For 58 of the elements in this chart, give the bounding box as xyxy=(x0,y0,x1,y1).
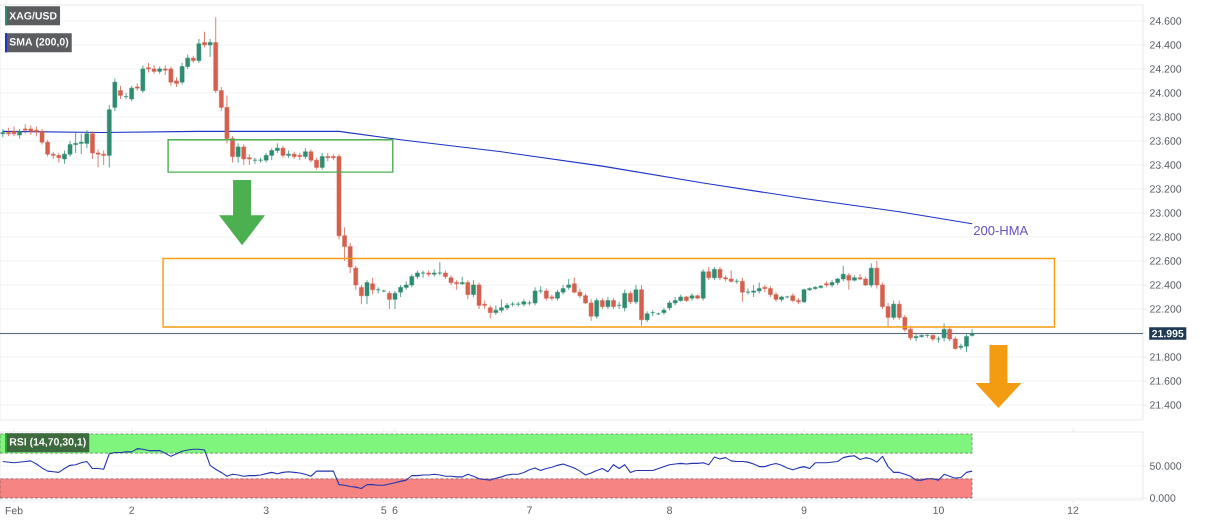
candlestick xyxy=(605,296,611,310)
y-tick-label: 50.000 xyxy=(1149,462,1182,470)
candlestick xyxy=(650,309,656,317)
candlestick xyxy=(740,277,745,303)
series-label: 200-HMA xyxy=(973,225,1029,236)
candlestick xyxy=(359,284,364,305)
candlestick xyxy=(689,292,695,301)
annotation: SMA (200,0) xyxy=(9,37,69,48)
y-tick-label: 23.000 xyxy=(1150,209,1182,217)
candlestick xyxy=(202,31,207,48)
candlestick xyxy=(364,279,370,305)
ref-line-label: 21.995 xyxy=(1152,329,1184,338)
candlestick xyxy=(941,322,947,342)
candlestick xyxy=(465,279,471,300)
y-tick-label: 24.000 xyxy=(1150,89,1182,97)
candlestick xyxy=(140,64,146,94)
x-tick-label: 2 xyxy=(129,506,135,514)
y-tick-label: 21.400 xyxy=(1150,401,1182,409)
y-tick-label: 23.800 xyxy=(1150,113,1182,121)
candlestick xyxy=(661,307,667,316)
candlestick xyxy=(235,142,241,163)
y-tick-label: 24.600 xyxy=(1150,17,1182,25)
y-tick-label: 23.600 xyxy=(1150,137,1182,145)
y-tick-label: 21.600 xyxy=(1150,377,1182,385)
candlestick xyxy=(375,286,381,294)
y-tick-label: 22.200 xyxy=(1150,305,1182,313)
candlestick xyxy=(868,262,874,288)
x-tick-label: 12 xyxy=(1067,506,1079,514)
candlestick xyxy=(969,328,975,337)
y-tick-label: 23.200 xyxy=(1150,185,1182,193)
y-tick-label: 0.000 xyxy=(1149,494,1176,502)
y-tick-label: 21.800 xyxy=(1150,353,1182,361)
candlestick xyxy=(891,300,896,321)
y-tick-label: 22.600 xyxy=(1150,257,1182,265)
candlestick xyxy=(196,38,202,64)
x-tick-label: 9 xyxy=(801,506,807,514)
candlestick xyxy=(594,297,599,319)
text: XAG/USD xyxy=(9,11,57,20)
candlestick xyxy=(207,38,213,58)
y-tick-label: 22.800 xyxy=(1150,233,1182,241)
candlestick xyxy=(633,284,639,305)
x-tick-label: 7 xyxy=(527,506,532,514)
candlestick xyxy=(353,265,359,291)
candlestick xyxy=(392,290,398,310)
x-tick-label: 6 xyxy=(392,506,398,514)
candlestick xyxy=(387,290,392,310)
x-tick-label: Feb xyxy=(5,506,23,515)
y-tick-label: 23.400 xyxy=(1150,161,1182,169)
y-tick-label: 22.400 xyxy=(1150,281,1182,289)
text: RSI (14,70,30,1) xyxy=(9,437,86,448)
x-tick-label: 10 xyxy=(933,506,944,514)
candlestick xyxy=(734,278,740,285)
candlestick xyxy=(252,157,258,165)
x-tick-label: 8 xyxy=(667,506,673,514)
y-tick-label: 24.200 xyxy=(1150,65,1182,73)
x-tick-label: 5 xyxy=(381,506,387,514)
x-tick-label: 3 xyxy=(263,506,269,514)
y-tick-label: 24.400 xyxy=(1150,41,1182,49)
